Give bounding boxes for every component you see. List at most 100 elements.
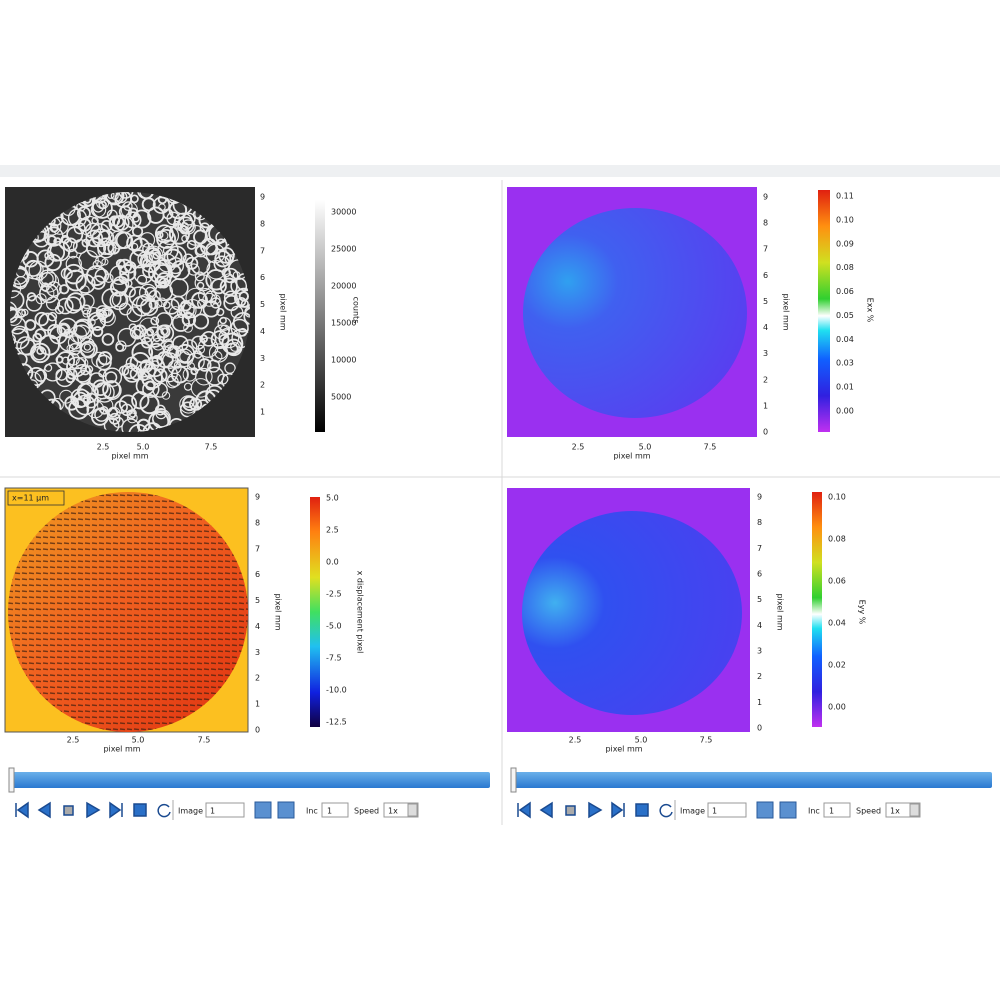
cell: [82, 309, 91, 318]
colorbar-tick-label: 2.5: [326, 526, 339, 535]
cell: [181, 312, 197, 327]
cell: [197, 337, 219, 358]
cell: [243, 306, 250, 326]
cell: [130, 194, 139, 204]
play-button[interactable]: [588, 801, 603, 819]
y-tick-label: 3: [763, 349, 768, 358]
cell: [173, 212, 193, 232]
y-tick-label: 8: [255, 518, 260, 527]
prev-button[interactable]: [539, 801, 553, 819]
cell: [97, 397, 114, 414]
icon: [109, 801, 123, 819]
vectors: [8, 492, 248, 732]
stop-button[interactable]: [565, 805, 576, 816]
y-tick-label: 4: [763, 323, 768, 332]
cell: [67, 248, 78, 259]
slider-thumb[interactable]: [510, 767, 517, 793]
cell: [146, 328, 155, 337]
loop-button[interactable]: [157, 803, 171, 818]
cell: [100, 220, 113, 232]
cell: [187, 263, 200, 276]
colorbar-tick-label: 0.06: [828, 577, 846, 586]
title-box: [7, 490, 65, 506]
cell: [139, 394, 160, 415]
cell: [55, 355, 64, 364]
cell: [115, 258, 126, 269]
cell: [10, 267, 30, 289]
colorbar-label: Eyy %: [858, 600, 867, 625]
cell: [155, 230, 164, 239]
inc-input[interactable]: [321, 802, 349, 818]
view-button[interactable]: [277, 801, 295, 819]
slider-track[interactable]: [512, 772, 992, 788]
stop-button[interactable]: [63, 805, 74, 816]
top-band: [0, 165, 1000, 177]
view-button[interactable]: [779, 801, 797, 819]
cell: [38, 271, 60, 293]
colorbar: [812, 492, 822, 727]
first-button[interactable]: [517, 801, 531, 819]
cell: [10, 328, 30, 350]
y-axis-label: pixel mm: [274, 593, 283, 630]
colorbar-tick-label: 0.11: [836, 192, 854, 201]
y-tick-label: 6: [763, 271, 768, 280]
cell: [153, 368, 168, 383]
dropdown-arrow[interactable]: [407, 803, 418, 817]
cell: [186, 352, 205, 371]
dropdown-arrow[interactable]: [909, 803, 920, 817]
colorbar-label: Exx %: [866, 298, 875, 323]
y-tick-label: 7: [255, 544, 260, 553]
cell: [55, 368, 68, 381]
image-input[interactable]: [707, 802, 747, 818]
cell: [96, 309, 108, 321]
y-axis-label: pixel mm: [782, 293, 791, 330]
cell: [205, 242, 219, 256]
colorbar-tick-label: 0.0: [326, 558, 339, 567]
x-axis-label: pixel mm: [103, 745, 140, 754]
cell: [91, 275, 106, 290]
loop-button[interactable]: [659, 803, 673, 818]
image-input[interactable]: [205, 802, 245, 818]
y-tick-label: 8: [757, 518, 762, 527]
cell: [136, 274, 148, 286]
cell: [166, 211, 180, 226]
last-button[interactable]: [109, 801, 123, 819]
last-button[interactable]: [611, 801, 625, 819]
colorbar-tick-label: 0.04: [828, 619, 846, 628]
prev-button[interactable]: [37, 801, 51, 819]
cell: [166, 375, 179, 389]
cell: [182, 253, 194, 265]
view-button[interactable]: [756, 801, 774, 819]
inc-input[interactable]: [823, 802, 851, 818]
strain-field: [523, 208, 747, 418]
colorbar-tick-label: 10000: [331, 356, 356, 365]
inc-label: Inc: [306, 807, 318, 816]
view-button[interactable]: [254, 801, 272, 819]
icon: [63, 805, 74, 816]
cell: [54, 305, 65, 315]
cell: [90, 407, 109, 426]
icon: [635, 803, 649, 817]
play-button[interactable]: [86, 801, 101, 819]
pause-button[interactable]: [133, 803, 147, 817]
cell: [34, 328, 47, 341]
cell: [65, 269, 87, 292]
icon: [15, 801, 29, 819]
pause-button[interactable]: [635, 803, 649, 817]
colorbar-tick-label: 0.08: [836, 263, 854, 272]
slider-thumb[interactable]: [8, 767, 15, 793]
colorbar-tick-label: -5.0: [326, 622, 342, 631]
cell: [221, 332, 244, 355]
icon: [565, 805, 576, 816]
cell: [162, 208, 174, 220]
cell: [118, 394, 138, 413]
cell: [106, 192, 115, 199]
slider-track[interactable]: [10, 772, 490, 788]
y-tick-label: 9: [255, 493, 260, 502]
cell: [167, 372, 182, 387]
y-tick-label: 3: [757, 647, 762, 656]
y-tick-label: 1: [260, 408, 265, 417]
cell: [179, 395, 198, 414]
first-button[interactable]: [15, 801, 29, 819]
